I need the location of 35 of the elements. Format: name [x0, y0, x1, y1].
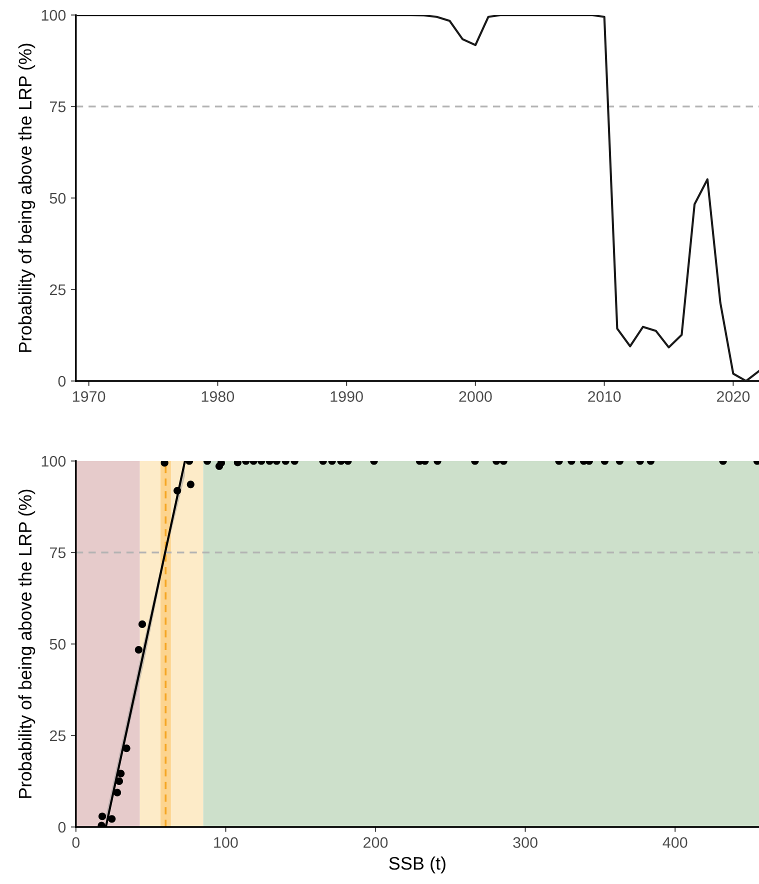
point — [98, 812, 106, 820]
x-tick-label: 200 — [364, 837, 388, 848]
point — [108, 815, 116, 823]
y-tick-label: 75 — [50, 102, 66, 112]
y-tick-label: 25 — [50, 730, 66, 742]
x-tick-label: 2000 — [459, 391, 492, 402]
point — [160, 461, 168, 467]
x-tick-label: 400 — [662, 837, 688, 848]
x-tick-label: 0 — [72, 837, 80, 848]
line-series — [76, 15, 759, 382]
y-tick-label: 0 — [58, 376, 66, 387]
y-tick-label: 50 — [50, 638, 66, 650]
x-tick-label: 2010 — [588, 391, 621, 402]
x-tick-label: 1970 — [72, 391, 106, 402]
point — [134, 646, 142, 654]
point — [138, 620, 146, 628]
x-tick-label: 1980 — [202, 391, 234, 402]
y-tick-label: 50 — [50, 192, 66, 204]
x-axis-title: SSB (t) — [389, 856, 446, 874]
point — [117, 770, 125, 778]
x-tick-label: 300 — [513, 837, 538, 848]
y-axis-title: Probability of being above the LRP (%) — [18, 490, 36, 798]
x-tick-label: 2020 — [717, 391, 750, 402]
point — [122, 744, 130, 752]
x-tick-label: 1990 — [330, 391, 363, 402]
point — [113, 788, 122, 796]
y-tick-label: 75 — [50, 548, 66, 558]
y-tick-label: 0 — [58, 822, 66, 833]
y-tick-label: 100 — [42, 456, 66, 467]
x-tick-label: 100 — [214, 837, 238, 848]
y-tick-label: 100 — [42, 10, 66, 21]
point — [115, 777, 123, 786]
y-axis-title: Probability of being above the LRP (%) — [18, 44, 36, 352]
point — [217, 461, 226, 467]
y-tick-label: 25 — [50, 284, 66, 296]
